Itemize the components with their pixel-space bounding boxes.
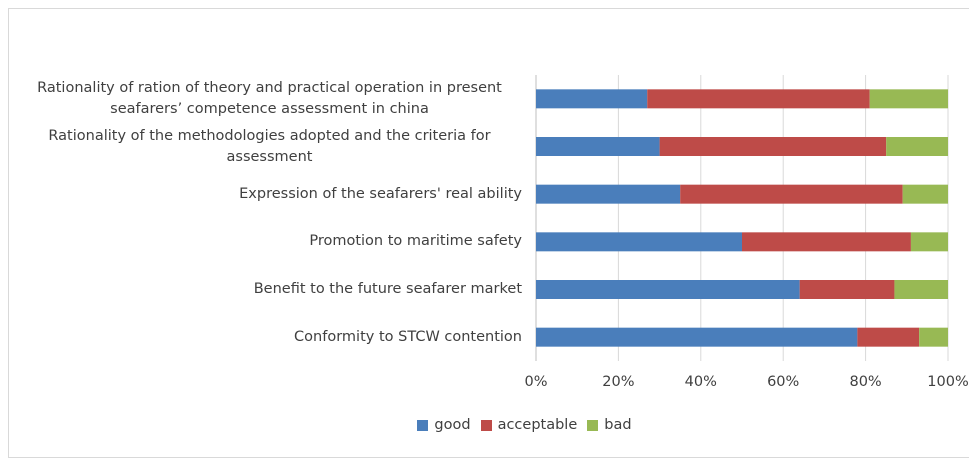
- bar-segment: [647, 89, 870, 109]
- category-label-row: Promotion to maritime safety: [0, 218, 522, 266]
- category-label: Benefit to the future seafarer market: [253, 281, 522, 297]
- x-tick-label: 60%: [767, 374, 800, 390]
- bar-segment: [869, 89, 948, 109]
- bar-segment: [894, 280, 948, 299]
- category-label: Conformity to STCW contention: [294, 328, 522, 345]
- x-tick-label: 40%: [684, 374, 717, 390]
- x-tick-label: 100%: [927, 374, 969, 390]
- bar-segment: [536, 327, 858, 347]
- bar-segment: [910, 232, 948, 252]
- legend-swatch: [480, 419, 492, 431]
- legend-label: bad: [604, 417, 632, 433]
- category-label: Rationality of the methodologies adopted…: [48, 127, 491, 165]
- category-label-row: Expression of the seafarers' real abilit…: [0, 170, 522, 218]
- category-label-row: Benefit to the future seafarer market: [0, 266, 522, 314]
- legend: good acceptable bad: [0, 417, 969, 433]
- bar-segment: [902, 184, 948, 204]
- legend-swatch: [587, 419, 599, 431]
- legend-label: acceptable: [497, 417, 578, 433]
- bar-segment: [536, 232, 742, 252]
- category-label-row: Conformity to STCW contention: [0, 313, 522, 361]
- category-label-row: Rationality of ration of theory and prac…: [0, 75, 522, 123]
- category-label: Rationality of ration of theory and prac…: [37, 79, 502, 117]
- legend-item: bad: [587, 417, 632, 433]
- bar-segment: [536, 280, 800, 299]
- x-tick-label: 20%: [602, 374, 635, 390]
- category-label-row: Rationality of the methodologies adopted…: [0, 123, 522, 171]
- bar-segment: [886, 137, 948, 156]
- x-tick-label: 0%: [524, 374, 548, 390]
- bar-segment: [799, 280, 895, 299]
- legend-item: acceptable: [480, 417, 578, 433]
- legend-swatch: [417, 419, 429, 431]
- bar-segment: [536, 89, 648, 109]
- x-tick-label: 80%: [849, 374, 882, 390]
- bar-segment: [536, 137, 660, 156]
- bar-segment: [680, 184, 903, 204]
- bar-segment: [919, 327, 948, 347]
- legend-item: good: [417, 417, 471, 433]
- bar-segment: [857, 327, 920, 347]
- legend-label: good: [434, 417, 471, 433]
- bar-segment: [659, 137, 887, 156]
- category-label: Promotion to maritime safety: [309, 233, 522, 250]
- category-label: Expression of the seafarers' real abilit…: [239, 185, 522, 202]
- bar-segment: [536, 184, 681, 204]
- bar-segment: [742, 232, 911, 252]
